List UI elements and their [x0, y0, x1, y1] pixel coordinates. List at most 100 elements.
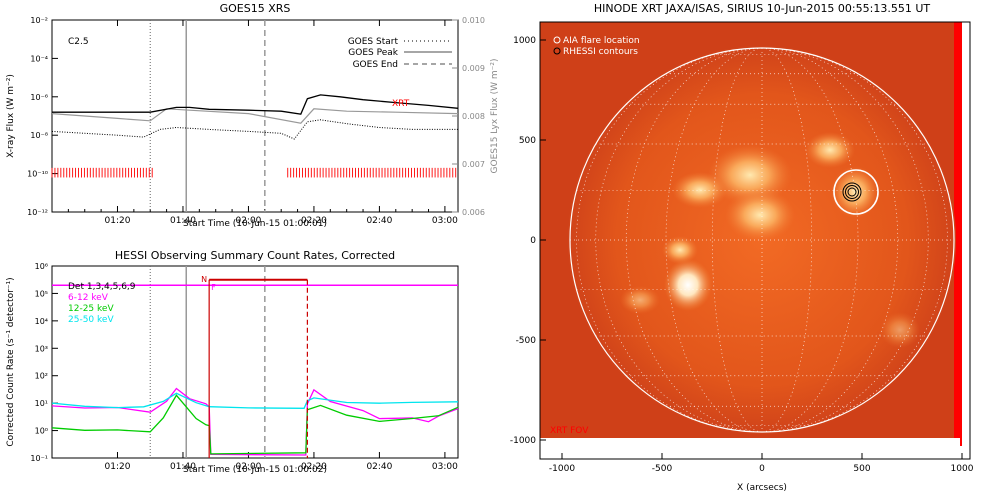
hessi-25-50-line	[51, 392, 459, 409]
goes-short-channel-line	[51, 119, 458, 140]
legend-25-50: 25-50 keV	[68, 315, 114, 325]
aia-flare-circle	[833, 169, 879, 215]
xrt-fov-label: XRT FOV	[550, 426, 589, 436]
xrt-x-tick-label: 500	[853, 464, 870, 474]
xrt-title: HINODE XRT JAXA/ISAS, SIRIUS 10-Jun-2015…	[594, 2, 931, 15]
goes-y-right-tick-label: 0.008	[462, 112, 485, 121]
goes-class-label: C2.5	[68, 37, 89, 47]
hessi-y-tick-label: 10⁴	[35, 317, 48, 326]
hessi-panel: HESSI Observing Summary Count Rates, Cor…	[6, 249, 459, 475]
active-region-4	[805, 132, 855, 168]
goes-x-tick-label: 01:20	[105, 216, 131, 226]
goes-y-tick-label: 10⁻¹²	[27, 208, 48, 217]
xrt-x-tick-label: 1000	[951, 464, 974, 474]
goes-y-tick-label: 10⁻²	[30, 16, 48, 25]
hessi-x-tick-label: 02:20	[301, 462, 327, 472]
xrt-image-panel: HINODE XRT JAXA/ISAS, SIRIUS 10-Jun-2015…	[510, 2, 974, 493]
hessi-y-tick-label: 10²	[35, 372, 48, 381]
longitude-line	[761, 48, 948, 432]
hessi-y-tick-label: 10⁻¹	[30, 454, 48, 463]
goes-y-label: X-ray Flux (W m⁻²)	[6, 74, 16, 158]
goes-long-channel-line	[52, 94, 459, 115]
goes-x-label: Start Time (10-Jun-15 01:00:01)	[183, 219, 327, 229]
xrt-observation-ticks	[51, 167, 457, 178]
legend-12-25: 12-25 keV	[68, 304, 114, 314]
xrt-y-axis: 1000 500 0 -500 -1000	[510, 36, 546, 446]
hessi-y-tick-label: 10⁶	[35, 262, 48, 271]
hessi-night-markers	[208, 278, 308, 458]
legend-goes-peak: GOES Peak	[348, 48, 398, 58]
goes-legend: GOES Start GOES Peak GOES End	[348, 37, 452, 70]
xrt-y-tick-label: 0	[530, 236, 536, 246]
xrt-y-tick-label: 500	[519, 136, 536, 146]
hessi-y-tick-label: 10⁵	[35, 289, 48, 298]
goes-x-tick-label: 02:40	[366, 216, 392, 226]
goes-series	[51, 94, 459, 140]
goes-y-tick-label: 10⁻⁸	[30, 131, 48, 140]
goes-y-right-tick-label: 0.009	[462, 64, 485, 73]
active-region-6	[662, 236, 698, 264]
longitude-line	[625, 48, 763, 432]
rhessi-contour-3	[842, 182, 862, 202]
hessi-plot-frame	[51, 265, 459, 459]
legend-6-12: 6-12 keV	[68, 293, 109, 303]
active-region-3	[725, 189, 795, 241]
xrt-x-axis: -1000 -500 0 500 1000	[549, 453, 974, 474]
xrt-fov-edge-bottom	[540, 438, 960, 446]
marker-n: N	[201, 275, 207, 284]
hessi-x-tick-label: 01:20	[105, 462, 131, 472]
legend-rhessi-circle-icon	[553, 47, 561, 55]
longitude-line	[576, 48, 763, 432]
goes-y-tick-label: 10⁻⁴	[30, 54, 48, 63]
solar-limb	[569, 47, 955, 433]
goes-x-tick-label: 01:40	[170, 216, 196, 226]
hessi-legend: Det 1,3,4,5,6,9 6-12 keV 12-25 keV 25-50…	[68, 282, 136, 325]
active-region-8	[880, 312, 920, 348]
legend-aia: AIA flare location	[563, 36, 640, 46]
longitude-line	[761, 48, 899, 432]
goes-y-label-right: GOES15 Lyx Flux (W m⁻²)	[490, 59, 500, 174]
active-region-5	[664, 259, 712, 311]
xrt-fov-edge-right	[954, 22, 962, 446]
goes-y-axis-right: 0.006 0.007 0.008 0.009 0.010	[452, 16, 485, 217]
hessi-event-lines	[149, 266, 266, 458]
xrt-annotation: XRT	[392, 99, 410, 109]
active-regions	[620, 132, 920, 348]
hessi-title: HESSI Observing Summary Count Rates, Cor…	[115, 249, 395, 262]
goes-y-right-tick-label: 0.007	[462, 160, 485, 169]
goes-x-tick-label: 03:00	[432, 216, 458, 226]
legend-rhessi: RHESSI contours	[563, 47, 638, 57]
goes-plot-frame	[51, 19, 459, 213]
goes-title: GOES15 XRS	[220, 2, 291, 15]
goes-y-axis: 10⁻¹² 10⁻¹⁰ 10⁻⁸ 10⁻⁶ 10⁻⁴ 10⁻²	[27, 16, 58, 217]
goes-y-tick-label: 10⁻¹⁰	[27, 170, 48, 179]
legend-detectors: Det 1,3,4,5,6,9	[68, 282, 136, 292]
xrt-y-tick-label: -500	[516, 336, 537, 346]
goes-y-tick-label: 10⁻⁶	[30, 93, 48, 102]
xrt-x-label: X (arcsecs)	[737, 483, 787, 493]
xrt-x-tick-label: 0	[759, 464, 765, 474]
marker-f: F	[211, 283, 216, 292]
xrt-legend: AIA flare location RHESSI contours	[553, 36, 640, 57]
goes-x-tick-label: 02:00	[235, 216, 261, 226]
xrt-y-tick-label: -1000	[510, 436, 536, 446]
rhessi-contour-1	[847, 187, 857, 197]
flare-markers	[833, 169, 879, 215]
longitude-line	[665, 48, 763, 432]
hessi-y-tick-label: 10³	[35, 344, 48, 353]
hessi-y-tick-label: 10¹	[35, 399, 48, 408]
legend-goes-start: GOES Start	[348, 37, 399, 47]
hessi-x-tick-label: 02:40	[366, 462, 392, 472]
xrt-x-tick-label: -1000	[549, 464, 575, 474]
legend-aia-circle-icon	[553, 36, 561, 44]
goes-y-right-tick-label: 0.006	[462, 208, 485, 217]
hessi-x-tick-label: 02:00	[235, 462, 261, 472]
goes-xrs-panel: GOES15 XRS 01:20 01:40 02:00 02:20 02:40 03:0…	[6, 2, 500, 229]
xrt-y-tick-label: 1000	[513, 36, 536, 46]
goes-lyx-line	[51, 108, 459, 124]
active-region-2	[672, 172, 728, 208]
hessi-y-tick-label: 10⁰	[35, 427, 48, 436]
hessi-6-12-line	[51, 387, 459, 456]
goes-x-axis: 01:20 01:40 02:00 02:20 02:40 03:00	[67, 20, 458, 226]
